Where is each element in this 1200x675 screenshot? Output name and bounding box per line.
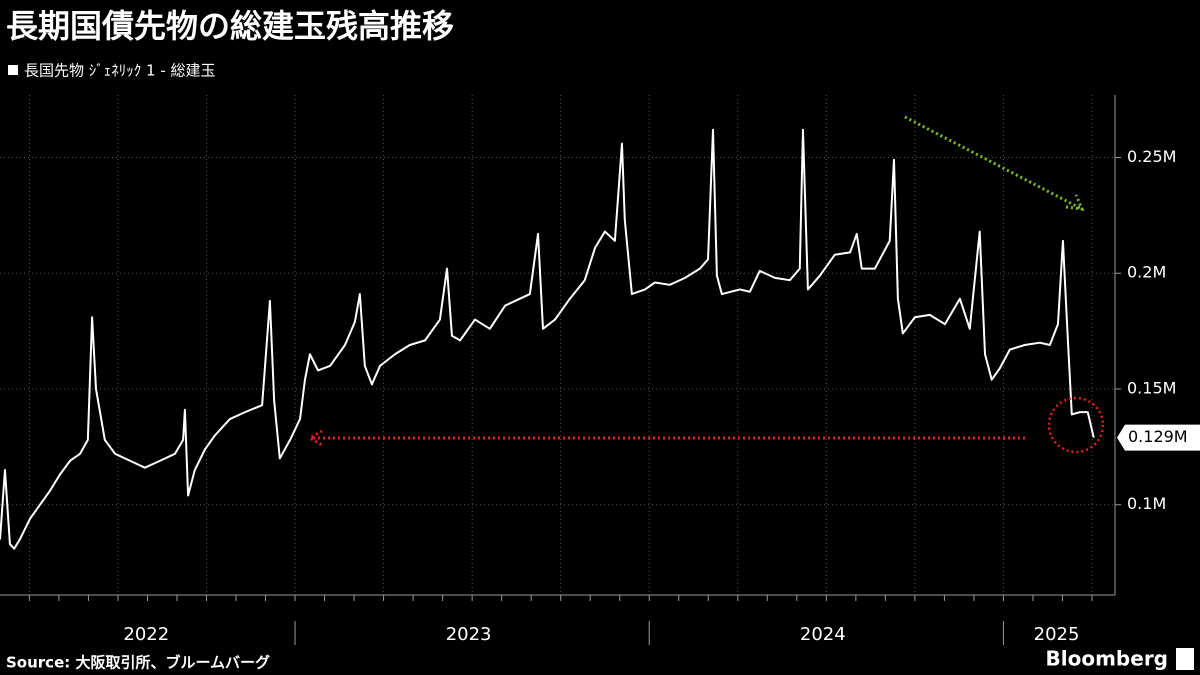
last-value-box [1117, 424, 1200, 451]
legend-label: 長国先物 ｼﾞｪﾈﾘｯｸ 1 - 総建玉 [24, 62, 216, 80]
source: Source: 大阪取引所、ブルームバーグ [6, 654, 270, 672]
brand-icon [1176, 648, 1194, 670]
x-tick-label: 2025 [1034, 624, 1080, 645]
trend-arrow-head [1065, 194, 1085, 211]
plot: 0.1M 0.15M 0.2M 0.25M 2022 2023 2024 2025 0.129M [0, 95, 1200, 645]
last-value-label: 0.129M [1128, 427, 1188, 446]
compare-arrow-head [307, 429, 323, 447]
x-tick-label: 2024 [800, 624, 846, 645]
brand: Bloomberg [1046, 647, 1168, 671]
x-tick-label: 2023 [446, 624, 492, 645]
x-tick-label: 2022 [123, 624, 169, 645]
series-line [0, 128, 1095, 550]
y-tick-label: 0.25M [1127, 147, 1176, 166]
legend-swatch [8, 65, 18, 75]
trend-arrow [904, 115, 1081, 210]
chart-title: 長期国債先物の総建玉残高推移 [6, 7, 454, 45]
y-tick-label: 0.2M [1127, 263, 1166, 282]
y-tick-label: 0.1M [1127, 494, 1166, 513]
y-tick-label: 0.15M [1127, 378, 1176, 397]
highlight-circle [1047, 396, 1105, 454]
